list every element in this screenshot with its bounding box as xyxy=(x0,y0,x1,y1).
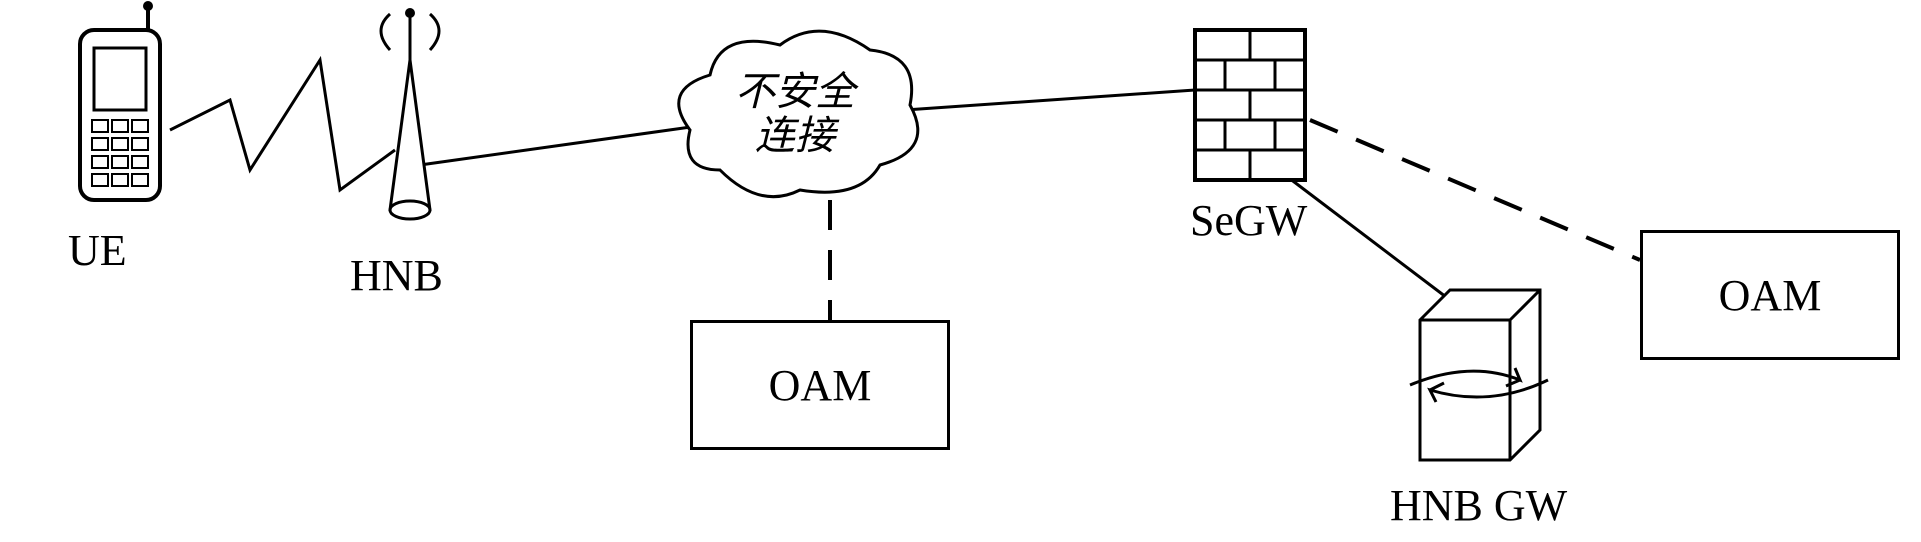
link-cloud-segw xyxy=(905,90,1195,110)
segw-icon xyxy=(1195,30,1305,180)
oam-left-label: OAM xyxy=(769,360,872,411)
link-ue-hnb xyxy=(170,60,395,190)
oam-right-box: OAM xyxy=(1640,230,1900,360)
link-segw-oam-right xyxy=(1310,120,1640,260)
oam-left-box: OAM xyxy=(690,320,950,450)
link-segw-hnbgw xyxy=(1285,175,1450,300)
oam-right-label: OAM xyxy=(1719,270,1822,321)
link-hnb-cloud xyxy=(420,125,705,165)
cloud-label: 不安全 连接 xyxy=(735,70,855,158)
hnbgw-icon xyxy=(1410,290,1548,460)
segw-label: SeGW xyxy=(1190,195,1307,246)
ue-label: UE xyxy=(68,225,127,276)
hnb-label: HNB xyxy=(350,250,443,301)
hnb-icon xyxy=(381,8,439,219)
diagram-canvas xyxy=(0,0,1921,542)
ue-icon xyxy=(80,1,160,200)
hnbgw-label: HNB GW xyxy=(1390,480,1567,531)
